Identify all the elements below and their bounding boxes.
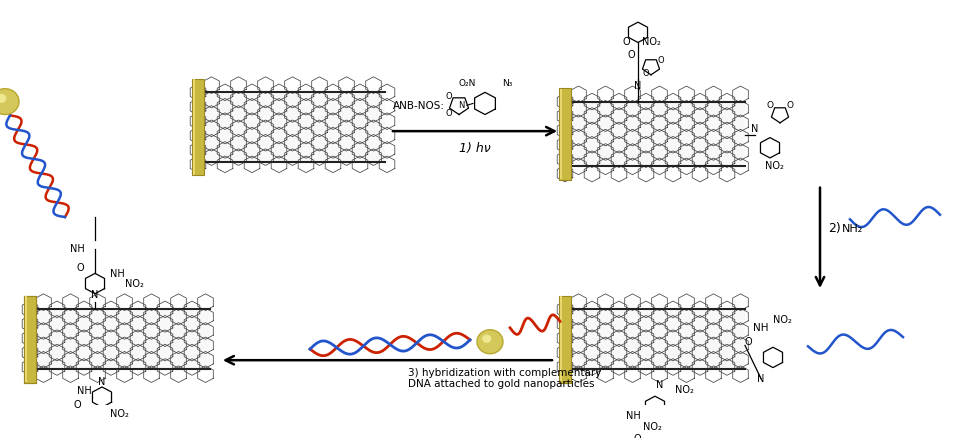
Polygon shape: [92, 387, 111, 407]
Text: NH: NH: [626, 410, 640, 420]
Polygon shape: [449, 98, 468, 114]
Text: NO₂: NO₂: [773, 315, 792, 325]
Text: NO₂: NO₂: [110, 409, 129, 419]
Circle shape: [477, 330, 503, 354]
Polygon shape: [474, 92, 495, 114]
Text: 3) hybridization with complementary: 3) hybridization with complementary: [407, 367, 601, 378]
Text: O: O: [642, 69, 649, 78]
Text: NO₂: NO₂: [675, 385, 694, 395]
Text: ANB-NOS:: ANB-NOS:: [393, 101, 445, 111]
Text: N: N: [458, 101, 465, 110]
Text: O: O: [76, 263, 84, 273]
Bar: [565, 102, 745, 166]
Text: N: N: [635, 81, 641, 91]
Polygon shape: [763, 347, 782, 367]
Text: NO₂: NO₂: [641, 36, 660, 46]
Text: N: N: [91, 290, 99, 300]
Text: 1) hν: 1) hν: [459, 142, 491, 155]
Bar: [25, 297, 27, 382]
Text: O: O: [658, 56, 664, 64]
Text: O: O: [445, 92, 452, 102]
Bar: [25, 297, 27, 382]
Polygon shape: [760, 138, 780, 158]
Text: NH₂: NH₂: [842, 223, 863, 233]
Text: NO₂: NO₂: [125, 279, 144, 289]
Text: 2): 2): [828, 222, 841, 235]
Bar: [193, 79, 195, 175]
Text: O: O: [445, 109, 452, 118]
Text: O: O: [744, 337, 752, 347]
Text: N: N: [752, 124, 758, 134]
Text: O: O: [627, 50, 635, 60]
Circle shape: [0, 94, 7, 103]
Text: O₂N: O₂N: [458, 78, 476, 88]
Bar: [24, 296, 36, 383]
Text: O: O: [634, 434, 641, 438]
Bar: [192, 78, 204, 176]
Text: N: N: [98, 377, 106, 387]
Text: NO₂: NO₂: [643, 422, 661, 432]
Text: NH: NH: [753, 323, 769, 333]
Text: O: O: [73, 399, 81, 410]
Polygon shape: [642, 60, 660, 75]
Text: NH: NH: [110, 269, 125, 279]
Circle shape: [482, 335, 492, 343]
Bar: [565, 309, 745, 369]
Text: N₃: N₃: [502, 78, 513, 88]
Bar: [198, 92, 385, 162]
Polygon shape: [629, 22, 648, 42]
Polygon shape: [772, 108, 788, 123]
Bar: [559, 88, 571, 180]
Bar: [24, 296, 36, 383]
Text: N: N: [757, 374, 765, 384]
Text: N: N: [657, 381, 663, 391]
Bar: [560, 88, 562, 179]
Bar: [559, 296, 571, 383]
Bar: [560, 297, 562, 382]
Text: DNA attached to gold nanoparticles: DNA attached to gold nanoparticles: [407, 378, 594, 389]
Text: NO₂: NO₂: [765, 161, 784, 171]
Text: O: O: [622, 36, 630, 46]
Text: O: O: [766, 101, 774, 110]
Text: NH: NH: [77, 385, 92, 396]
Polygon shape: [85, 273, 105, 294]
Polygon shape: [645, 396, 664, 417]
Bar: [30, 309, 210, 369]
Circle shape: [0, 88, 19, 114]
Text: NH: NH: [70, 244, 85, 254]
Text: O: O: [786, 101, 794, 110]
